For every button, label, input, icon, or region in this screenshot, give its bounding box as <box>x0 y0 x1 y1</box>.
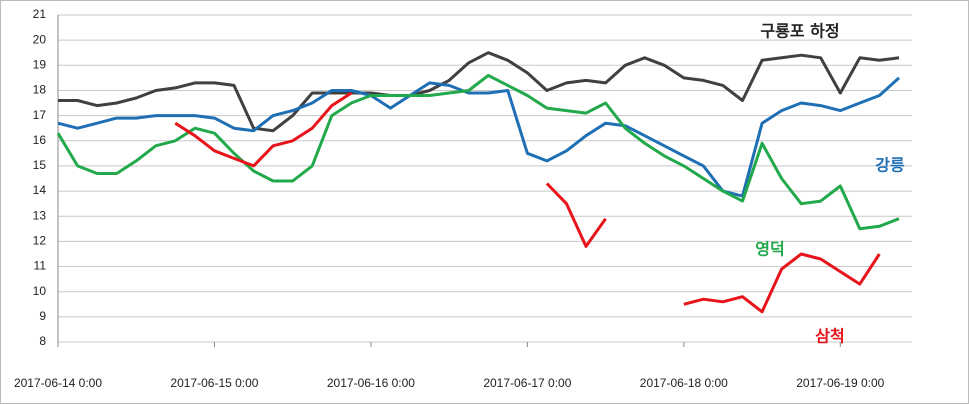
x-tick-label: 2017-06-16 0:00 <box>327 376 415 390</box>
series-label: 삼척 <box>815 327 844 346</box>
y-tick-label: 14 <box>33 183 47 197</box>
y-tick-label: 21 <box>33 7 47 21</box>
y-tick-label: 9 <box>39 309 46 323</box>
series-line <box>56 73 900 231</box>
y-tick-label: 16 <box>33 133 47 147</box>
y-tick-label: 13 <box>33 208 47 222</box>
x-tick-label: 2017-06-14 0:00 <box>14 376 102 390</box>
series-line <box>57 76 901 198</box>
series-line <box>58 51 900 133</box>
series-line <box>174 91 881 314</box>
series-label: 구룡포 하정 <box>760 22 839 41</box>
y-tick-label: 8 <box>39 334 46 348</box>
y-tick-label: 12 <box>33 234 47 248</box>
series-label: 영덕 <box>755 240 784 259</box>
y-tick-label: 10 <box>33 284 47 298</box>
series-label: 강릉 <box>875 156 905 175</box>
y-tick-label: 20 <box>33 32 47 46</box>
y-tick-label: 17 <box>33 108 47 122</box>
x-tick-label: 2017-06-18 0:00 <box>640 376 728 390</box>
y-tick-label: 15 <box>33 158 47 172</box>
y-tick-label: 11 <box>34 259 47 273</box>
x-tick-label: 2017-06-19 0:00 <box>796 376 884 390</box>
y-tick-label: 19 <box>33 57 47 71</box>
y-tick-label: 18 <box>33 83 47 97</box>
x-tick-label: 2017-06-15 0:00 <box>170 376 258 390</box>
x-tick-label: 2017-06-17 0:00 <box>483 376 571 390</box>
